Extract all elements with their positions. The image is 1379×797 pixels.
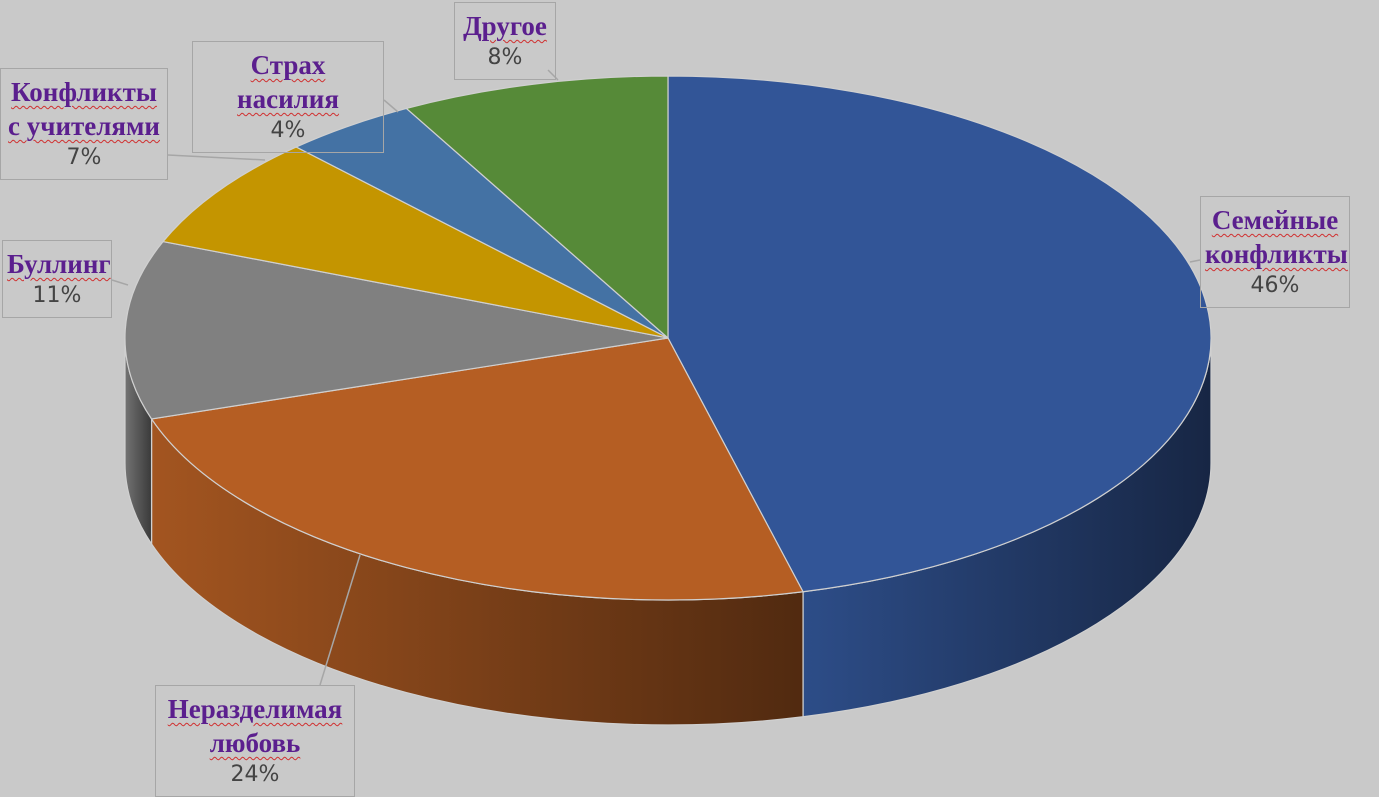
data-label: Неразделимая любовь 24%	[155, 685, 355, 797]
data-label: Буллинг 11%	[2, 240, 112, 318]
value-label: 4%	[270, 118, 306, 143]
data-label: Конфликты с учителями 7%	[0, 68, 168, 180]
leader-line	[1189, 259, 1201, 263]
slice	[150, 337, 804, 601]
slice	[124, 240, 669, 420]
category-label: Другое	[463, 11, 547, 41]
category-label: Страх насилия	[237, 50, 339, 114]
value-label: 24%	[230, 762, 280, 787]
leader-line	[383, 99, 399, 113]
category-label: Неразделимая любовь	[167, 694, 343, 758]
data-label: Семейные конфликты 46%	[1200, 196, 1350, 308]
data-label: Страх насилия 4%	[192, 41, 384, 153]
slice	[667, 75, 1212, 593]
data-label: Другое 8%	[454, 2, 556, 80]
leader-line	[547, 69, 559, 81]
value-label: 8%	[487, 45, 523, 70]
category-label: Конфликты с учителями	[8, 77, 160, 141]
leader-line	[319, 554, 361, 686]
category-label: Семейные конфликты	[1205, 205, 1348, 269]
value-label: 11%	[32, 283, 82, 308]
slice	[405, 75, 669, 340]
leader-line	[111, 279, 129, 286]
value-label: 7%	[66, 145, 102, 170]
value-label: 46%	[1250, 273, 1300, 298]
category-label: Буллинг	[7, 249, 111, 279]
leader-line	[167, 154, 266, 161]
